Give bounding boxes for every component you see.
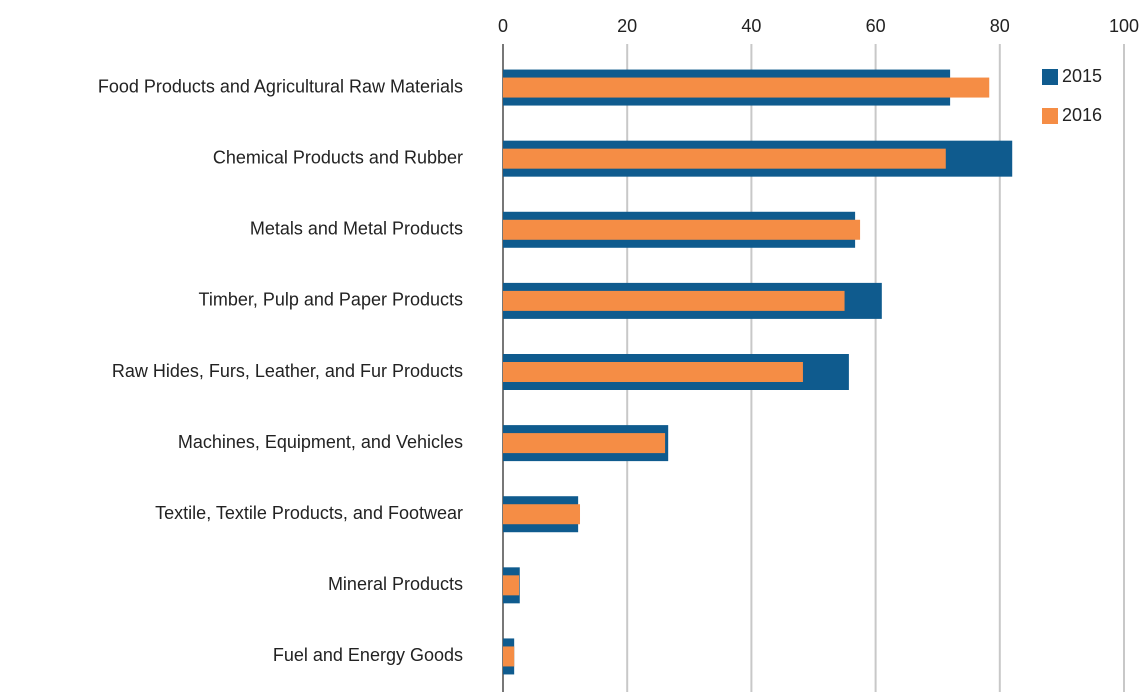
bar: [503, 433, 666, 454]
x-tick-label: 60: [866, 16, 886, 36]
legend-label: 2015: [1062, 66, 1102, 86]
bar: [503, 362, 803, 382]
y-tick-label: Textile, Textile Products, and Footwear: [155, 503, 463, 523]
bar: [503, 219, 861, 240]
y-tick-label: Machines, Equipment, and Vehicles: [178, 432, 463, 452]
x-tick-label: 80: [990, 16, 1010, 36]
bar: [503, 290, 845, 311]
y-tick-label: Food Products and Agricultural Raw Mater…: [98, 76, 463, 96]
y-tick-label: Chemical Products and Rubber: [213, 147, 463, 167]
x-tick-label: 0: [498, 16, 508, 36]
y-tick-label: Fuel and Energy Goods: [273, 645, 463, 665]
bar: [503, 575, 520, 596]
bar: [503, 504, 581, 525]
y-tick-label: Mineral Products: [328, 574, 463, 594]
legend-swatch: [1042, 69, 1058, 85]
legend-label: 2016: [1062, 105, 1102, 125]
bar: [503, 646, 515, 667]
bar: [503, 148, 946, 169]
legend-swatch: [1042, 108, 1058, 124]
x-tick-label: 40: [741, 16, 761, 36]
y-tick-label: Timber, Pulp and Paper Products: [199, 290, 463, 310]
y-tick-label: Raw Hides, Furs, Leather, and Fur Produc…: [112, 361, 463, 381]
bar: [503, 77, 990, 98]
x-tick-label: 100: [1109, 16, 1139, 36]
y-tick-label: Metals and Metal Products: [250, 219, 463, 239]
x-tick-label: 20: [617, 16, 637, 36]
